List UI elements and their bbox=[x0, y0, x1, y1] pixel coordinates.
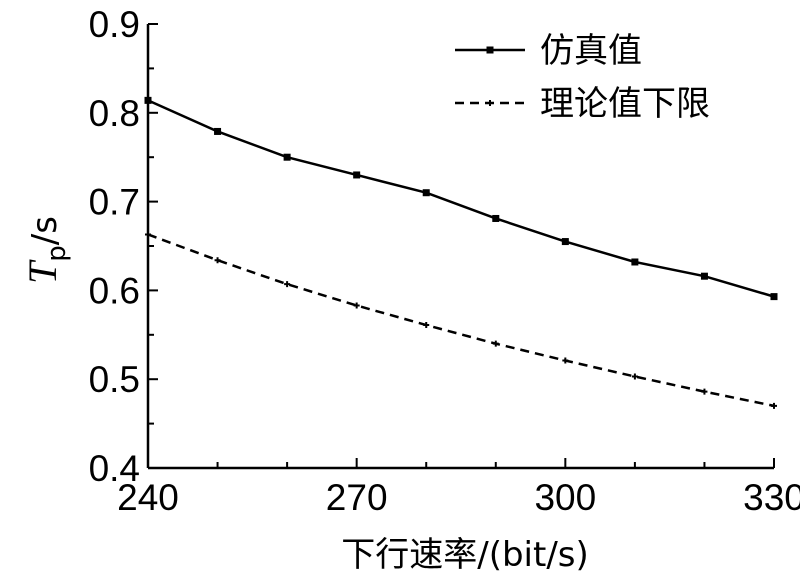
data-point bbox=[214, 127, 222, 135]
x-tick-label: 300 bbox=[534, 477, 596, 518]
series-1 bbox=[144, 96, 778, 301]
data-point bbox=[770, 293, 778, 301]
data-point bbox=[562, 357, 569, 364]
y-axis-unit: /s bbox=[25, 216, 65, 245]
data-point bbox=[701, 388, 708, 395]
legend-label: 理论值下限 bbox=[540, 84, 710, 124]
data-point bbox=[492, 214, 500, 222]
x-tick-label: 270 bbox=[326, 477, 388, 518]
y-axis-subscript: p bbox=[42, 245, 72, 262]
y-tick-label: 0.4 bbox=[89, 448, 140, 489]
data-point bbox=[423, 322, 430, 329]
data-point bbox=[144, 96, 152, 104]
y-tick-label: 0.9 bbox=[89, 4, 140, 45]
data-point bbox=[771, 402, 777, 409]
x-tick-label: 240 bbox=[117, 477, 179, 518]
data-point bbox=[492, 340, 499, 347]
data-point bbox=[214, 257, 221, 264]
legend-marker bbox=[486, 46, 494, 54]
legend-entry: 仿真值 bbox=[455, 31, 642, 71]
y-axis-label: Tp/s bbox=[20, 216, 72, 284]
data-point bbox=[631, 373, 638, 380]
y-axis-symbol: T bbox=[20, 259, 65, 284]
legend-label: 仿真值 bbox=[540, 31, 642, 71]
series-line bbox=[147, 233, 775, 408]
x-tick-label: 330 bbox=[743, 477, 800, 518]
data-point bbox=[353, 302, 360, 309]
data-point bbox=[283, 153, 291, 161]
legend-marker bbox=[487, 100, 493, 106]
y-tick-label: 0.5 bbox=[89, 359, 140, 400]
data-point bbox=[700, 272, 708, 280]
data-point bbox=[284, 281, 291, 288]
data-point bbox=[631, 258, 639, 266]
y-tick-label: 0.7 bbox=[89, 182, 140, 223]
legend-entry: 理论值下限 bbox=[455, 84, 710, 124]
x-axis-label: 下行速率/(bit/s) bbox=[341, 535, 589, 575]
y-tick-label: 0.8 bbox=[89, 93, 140, 134]
series-2 bbox=[145, 231, 777, 409]
data-point bbox=[353, 171, 361, 179]
data-point bbox=[422, 189, 430, 197]
series-layer bbox=[144, 96, 778, 409]
data-point bbox=[561, 238, 569, 246]
ticks-layer: 240 270 300 330 0.4 0.5 0.6 0.7 0.8 0.9 bbox=[89, 4, 800, 518]
data-point bbox=[145, 231, 151, 238]
series-line bbox=[147, 99, 775, 298]
y-tick-label: 0.6 bbox=[89, 270, 140, 311]
